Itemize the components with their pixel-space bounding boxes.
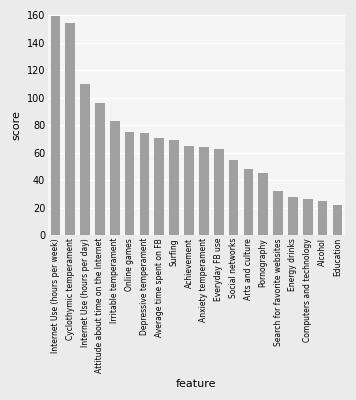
Bar bbox=[199, 147, 209, 235]
Bar bbox=[66, 23, 75, 235]
Bar bbox=[140, 133, 149, 235]
Bar bbox=[244, 169, 253, 235]
Bar bbox=[110, 121, 120, 235]
Bar bbox=[318, 201, 328, 235]
Bar bbox=[155, 138, 164, 235]
Y-axis label: score: score bbox=[11, 110, 21, 140]
Bar bbox=[288, 197, 298, 235]
Bar bbox=[125, 132, 135, 235]
Bar bbox=[51, 16, 60, 235]
Bar bbox=[95, 103, 105, 235]
Bar bbox=[229, 160, 239, 235]
Bar bbox=[333, 205, 342, 235]
Bar bbox=[184, 146, 194, 235]
Bar bbox=[303, 200, 313, 235]
Bar bbox=[80, 84, 90, 235]
Bar bbox=[169, 140, 179, 235]
Bar bbox=[273, 191, 283, 235]
Bar bbox=[258, 173, 268, 235]
X-axis label: feature: feature bbox=[176, 379, 217, 389]
Bar bbox=[214, 148, 224, 235]
